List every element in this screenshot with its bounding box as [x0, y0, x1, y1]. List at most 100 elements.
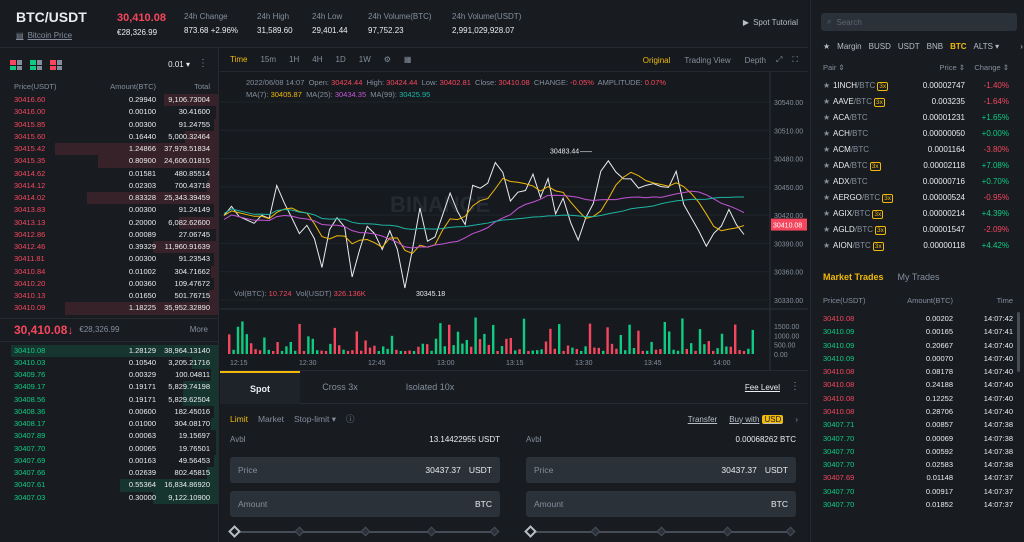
market-row[interactable]: ★ ACA/BTC 0.00001231 +1.65% — [823, 109, 1009, 125]
interval-5[interactable]: 1W — [358, 55, 371, 64]
ask-row[interactable]: 30413.13 0.20000 6,082.62600 — [0, 216, 218, 229]
interval-3[interactable]: 4H — [312, 55, 323, 64]
favorites-star-icon[interactable]: ★ — [823, 42, 831, 51]
ask-row[interactable]: 30414.12 0.02303 700.43718 — [0, 179, 218, 192]
market-tab-2[interactable]: USDT — [897, 42, 920, 51]
interval-1[interactable]: 15m — [260, 55, 277, 64]
ask-row[interactable]: 30415.60 0.16440 5,000.32464 — [0, 130, 218, 143]
tab-my-trades[interactable]: My Trades — [897, 272, 940, 282]
bid-row[interactable]: 30409.76 0.00329 100.04811 — [0, 369, 218, 382]
market-row[interactable]: ★ ACH/BTC 0.00000050 +0.00% — [823, 125, 1009, 141]
interval-4[interactable]: 1D — [335, 55, 346, 64]
bid-row[interactable]: 30409.17 0.19171 5,829.74198 — [0, 381, 218, 394]
market-row[interactable]: ★ AGLD/BTC 3x 0.00001547 -2.09% — [823, 222, 1009, 238]
tab-market-trades[interactable]: Market Trades — [823, 272, 884, 282]
candlestick-chart[interactable]: BINANCE 30540.00 30510.00 30480.00 30450.00 3… — [220, 72, 808, 370]
interval-2[interactable]: 1H — [289, 55, 300, 64]
book-bids-icon[interactable] — [30, 60, 42, 70]
bid-row[interactable]: 30408.56 0.19171 5,829.62504 — [0, 393, 218, 406]
bitcoin-price-link[interactable]: ▤ Bitcoin Price — [16, 31, 87, 40]
bid-row[interactable]: 30407.89 0.00063 19.15697 — [0, 430, 218, 443]
interval-0[interactable]: Time — [230, 55, 248, 64]
bid-row[interactable]: 30408.17 0.01000 304.08170 — [0, 418, 218, 431]
chart-view-1[interactable]: Trading View — [684, 55, 731, 65]
market-row[interactable]: ★ AERGO/BTC 3x 0.00000524 -0.95% — [823, 190, 1009, 206]
star-icon[interactable]: ★ — [823, 96, 831, 106]
ask-row[interactable]: 30414.02 0.83328 25,343.39459 — [0, 192, 218, 205]
star-icon[interactable]: ★ — [823, 112, 831, 122]
star-icon[interactable]: ★ — [823, 225, 831, 235]
order-type-limit[interactable]: Limit — [230, 414, 248, 424]
market-row[interactable]: ★ ADA/BTC 3x 0.00002118 +7.08% — [823, 157, 1009, 173]
sell-amount-slider[interactable] — [524, 525, 796, 539]
buy-price-input[interactable]: Price 30437.37 USDT — [230, 457, 500, 483]
pair-title[interactable]: BTC/USDT — [16, 9, 87, 25]
tab-spot[interactable]: Spot — [220, 370, 300, 404]
star-icon[interactable]: ★ — [823, 128, 831, 138]
ask-row[interactable]: 30410.13 0.01650 501.76715 — [0, 290, 218, 303]
order-type-stop-limit[interactable]: Stop-limit ▾ — [293, 413, 337, 424]
chart-view-0[interactable]: Original — [642, 55, 671, 65]
bid-row[interactable]: 30410.03 0.10540 3,205.21716 — [0, 356, 218, 369]
ask-row[interactable]: 30415.42 1.24866 37,978.51834 — [0, 143, 218, 156]
orderbook-more-icon[interactable]: ⋮ — [198, 58, 208, 69]
star-icon[interactable]: ★ — [823, 193, 831, 203]
star-icon[interactable]: ★ — [823, 241, 831, 251]
star-icon[interactable]: ★ — [823, 80, 831, 90]
ask-row[interactable]: 30415.35 0.80900 24,606.01815 — [0, 155, 218, 168]
star-icon[interactable]: ★ — [823, 209, 831, 219]
star-icon[interactable]: ★ — [823, 177, 831, 187]
ask-row[interactable]: 30412.86 0.00089 27.06745 — [0, 228, 218, 241]
col-pair[interactable]: Pair ⇕ — [823, 63, 845, 72]
order-type-market[interactable]: Market — [257, 414, 284, 424]
bid-row[interactable]: 30410.08 1.28129 38,964.13140 — [0, 344, 218, 357]
chart-view-2[interactable]: Depth — [744, 55, 766, 65]
ask-row[interactable]: 30410.20 0.00360 109.47672 — [0, 277, 218, 290]
market-tabs-next-icon[interactable]: › — [1020, 42, 1023, 51]
book-asks-icon[interactable] — [50, 60, 62, 70]
ask-row[interactable]: 30413.83 0.00300 91.24149 — [0, 204, 218, 217]
sell-amount-input[interactable]: Amount BTC — [526, 491, 796, 517]
precision-select[interactable]: 0.01 ▾ — [168, 60, 190, 69]
sell-price-input[interactable]: Price 30437.37 USDT — [526, 457, 796, 483]
book-both-icon[interactable] — [10, 60, 22, 70]
buy-amount-slider[interactable] — [228, 525, 500, 539]
ask-row[interactable]: 30410.09 1.18225 35,952.32890 — [0, 302, 218, 315]
fullscreen-icon[interactable]: ⛶ — [792, 55, 798, 64]
market-tab-1[interactable]: BUSD — [868, 42, 891, 51]
star-icon[interactable]: ★ — [823, 144, 831, 154]
ask-row[interactable]: 30412.46 0.39329 11,960.91639 — [0, 241, 218, 254]
market-row[interactable]: ★ ADX/BTC 0.00000716 +0.70% — [823, 174, 1009, 190]
bid-row[interactable]: 30407.69 0.00163 49.56453 — [0, 454, 218, 467]
indicator-settings-icon[interactable]: ⚙ — [383, 55, 391, 64]
fee-level-link[interactable]: Fee Level — [744, 383, 780, 392]
bid-row[interactable]: 30407.03 0.30000 9,122.10900 — [0, 491, 218, 504]
ask-row[interactable]: 30410.84 0.01002 304.71662 — [0, 265, 218, 278]
bid-row[interactable]: 30408.36 0.00600 182.45016 — [0, 405, 218, 418]
transfer-link[interactable]: Transfer — [687, 414, 718, 424]
col-price[interactable]: Price ⇕ — [939, 63, 965, 72]
buy-slider-knob[interactable] — [228, 525, 241, 538]
bid-row[interactable]: 30407.66 0.02639 802.45815 — [0, 467, 218, 480]
market-row[interactable]: ★ AION/BTC 3x 0.00000118 +4.42% — [823, 238, 1009, 254]
market-row[interactable]: ★ 1INCH/BTC 3x 0.00002747 -1.40% — [823, 77, 1009, 93]
market-row[interactable]: ★ ACM/BTC 0.0001164 -3.80% — [823, 141, 1009, 157]
market-tab-4[interactable]: BTC — [950, 42, 967, 51]
bid-row[interactable]: 30407.70 0.00065 19.76501 — [0, 442, 218, 455]
grid-icon[interactable]: ▦ — [403, 55, 412, 64]
ask-row[interactable]: 30415.85 0.00300 91.24755 — [0, 118, 218, 131]
buy-with-link[interactable]: Buy with USD — [729, 414, 784, 424]
trade-more-icon[interactable]: ⋮ — [790, 381, 800, 392]
market-tab-3[interactable]: BNB — [926, 42, 944, 51]
market-tab-5[interactable]: ALTS ▾ — [973, 42, 1000, 51]
market-search-input[interactable]: ⌕ Search — [821, 13, 1017, 31]
col-change[interactable]: Change ⇕ — [974, 63, 1009, 72]
spot-tutorial-button[interactable]: ▶ Spot Tutorial — [743, 18, 798, 27]
ask-row[interactable]: 30416.60 0.29940 9,106.73004 — [0, 94, 218, 107]
bid-row[interactable]: 30407.61 0.55364 16,834.86920 — [0, 479, 218, 492]
sell-slider-knob[interactable] — [524, 525, 537, 538]
chevron-right-icon[interactable]: › — [795, 414, 798, 424]
expand-icon[interactable]: ⤢ — [775, 55, 783, 64]
ask-row[interactable]: 30414.62 0.01581 480.85514 — [0, 167, 218, 180]
market-row[interactable]: ★ AGIX/BTC 3x 0.00000214 +4.39% — [823, 206, 1009, 222]
